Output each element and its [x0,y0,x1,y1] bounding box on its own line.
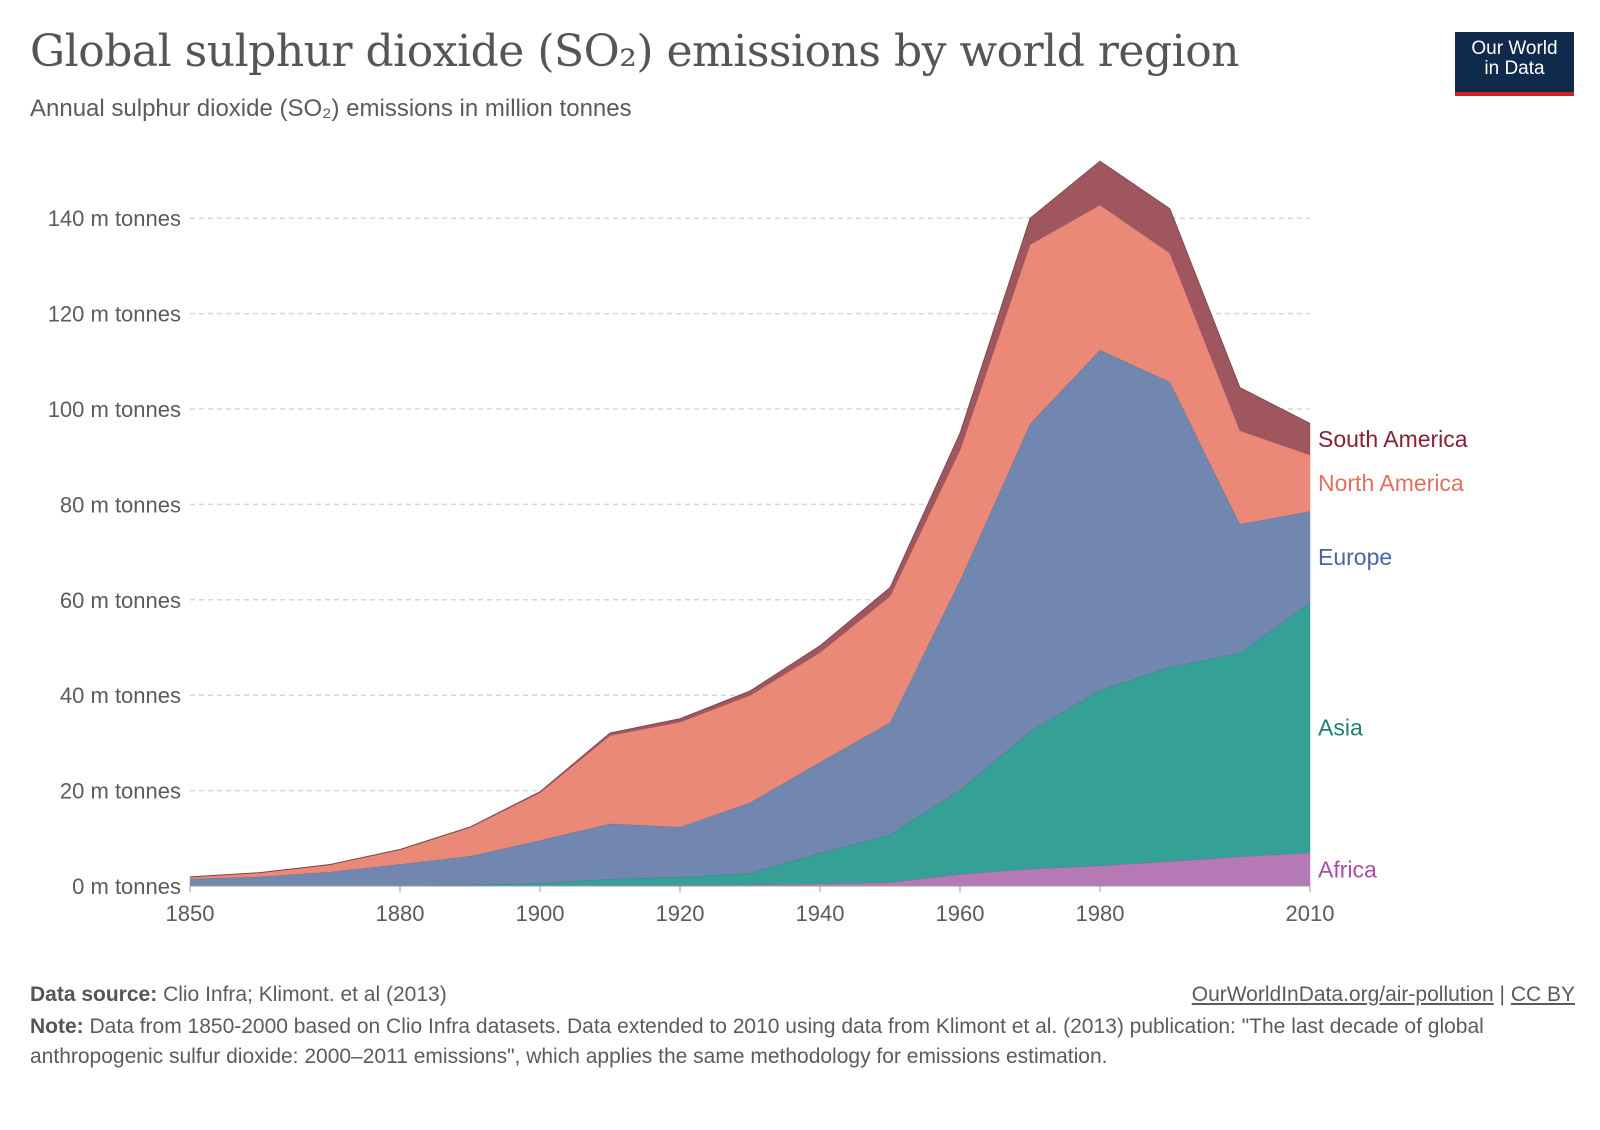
owid-logo[interactable]: Our World in Data [1455,32,1574,96]
y-tick-label: 0 m tonnes [72,874,181,899]
logo-line-2: in Data [1484,58,1545,79]
x-tick-label: 1900 [516,901,565,926]
footer-source-row: Data source: Clio Infra; Klimont. et al … [30,980,1575,1010]
source-url-link[interactable]: OurWorldInData.org/air-pollution [1191,983,1494,1006]
y-tick-label: 20 m tonnes [60,779,181,804]
x-tick-label: 1880 [376,901,425,926]
note-label: Note: [30,1015,84,1038]
series-label-north-america: North America [1318,470,1464,496]
stacked-area-chart: 0 m tonnes 20 m tonnes 40 m tonnes 60 m ton… [48,160,1468,926]
area-edge-south-america [189,160,1311,878]
area-south-america [189,160,1311,878]
chart-title: Global sulphur dioxide (SO₂) emissions b… [30,26,1240,77]
x-tick-label: 1920 [656,901,705,926]
series-label-africa: Africa [1318,856,1377,882]
y-tick-label: 40 m tonnes [60,683,181,708]
y-tick-label: 60 m tonnes [60,588,181,613]
area-series [189,160,1311,887]
y-tick-label: 100 m tonnes [48,397,181,422]
y-tick-label: 80 m tonnes [60,492,181,517]
logo-line-1: Our World [1471,38,1558,59]
chart-subtitle: Annual sulphur dioxide (SO₂) emissions i… [30,95,632,122]
footer-links: OurWorldInData.org/air-pollution | CC BY [1192,980,1575,1010]
footer-note: Note: Data from 1850-2000 based on Clio … [30,1012,1575,1072]
source-text: Clio Infra; Klimont. et al (2013) [163,983,447,1006]
x-tick-label: 1980 [1076,901,1125,926]
note-text: Data from 1850-2000 based on Clio Infra … [30,1015,1484,1068]
license-link[interactable]: CC BY [1510,983,1575,1006]
series-label-south-america: South America [1318,426,1468,452]
axes: 0 m tonnes 20 m tonnes 40 m tonnes 60 m ton… [48,206,1335,926]
footer-separator: | [1499,983,1505,1006]
source-label: Data source: [30,983,158,1006]
y-tick-label: 120 m tonnes [48,302,181,327]
series-label-europe: Europe [1318,544,1392,570]
x-tick-label: 1850 [166,901,215,926]
x-tick-label: 1960 [936,901,985,926]
x-tick-label: 2010 [1286,901,1335,926]
series-labels: Africa Asia Europe North America South Ameri… [1318,426,1468,882]
y-tick-label: 140 m tonnes [48,206,181,231]
series-label-asia: Asia [1318,715,1363,741]
x-tick-label: 1940 [796,901,845,926]
